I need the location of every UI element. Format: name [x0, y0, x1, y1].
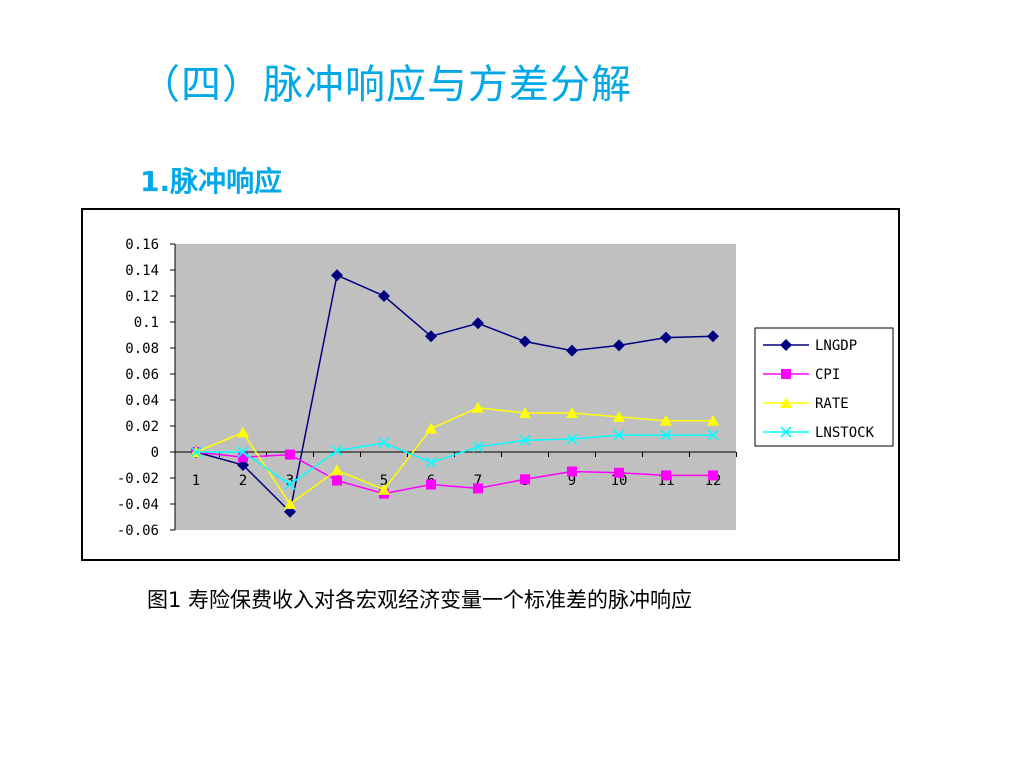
data-point-lngdp: [566, 344, 578, 357]
data-point-cpi: [661, 470, 671, 481]
y-tick-label: -0.04: [117, 497, 159, 513]
data-point-lnstock-stroke: [472, 441, 484, 453]
data-point-lnstock: [190, 446, 202, 458]
data-point-lnstock-stroke: [190, 446, 202, 458]
data-point-lngdp: [660, 331, 672, 344]
series-line-rate: [195, 407, 713, 506]
data-point-rate: [331, 464, 343, 476]
data-point-rate: [566, 407, 578, 418]
series-line-lnstock: [196, 434, 713, 486]
legend-label-rate: RATE: [815, 396, 849, 412]
data-point-cpi: [708, 470, 718, 481]
y-tick-label: -0.06: [117, 523, 159, 539]
data-point-lnstock-stroke: [519, 434, 531, 446]
legend-marker-lnstock-stroke: [780, 426, 792, 438]
data-point-lnstock-stroke: [378, 437, 390, 449]
data-point-rate: [613, 410, 625, 422]
x-tick-label: 3: [286, 473, 294, 489]
impulse-response-chart: 0.16 0.14 0.12 0.1 0.08 0.06 0.04 0.02 0 -0.02 -0.…: [117, 237, 894, 539]
data-point-lnstock-stroke: [707, 429, 719, 441]
data-point-cpi: [332, 475, 342, 486]
legend-marker-rate: [780, 397, 792, 408]
data-point-lngdp: [472, 317, 484, 330]
series-line-cpi: [195, 451, 713, 495]
y-tick-label: 0.14: [125, 263, 159, 279]
data-point-lnstock: [519, 434, 531, 446]
data-point-lngdp: [707, 330, 719, 343]
legend-marker-lngdp: [780, 339, 792, 351]
x-tick-label: 1: [192, 473, 200, 489]
y-tick-label: 0.06: [125, 367, 159, 383]
legend-label-cpi: CPI: [815, 367, 840, 383]
y-tick-label: -0.02: [117, 471, 159, 487]
data-point-lnstock: [425, 456, 437, 468]
data-point-lnstock: [284, 478, 296, 491]
legend-box: [754, 327, 894, 447]
x-tick-label: 5: [380, 473, 388, 489]
data-point-cpi: [614, 467, 624, 478]
data-point-cpi: [285, 449, 295, 460]
data-point-lnstock-stroke: [237, 446, 249, 458]
y-tick-label: 0.02: [125, 419, 159, 435]
data-point-rate: [707, 414, 719, 426]
data-point-lnstock-stroke: [284, 478, 296, 491]
chart-frame: 0.16 0.14 0.12 0.1 0.08 0.06 0.04 0.02 0 -0.02 -0.…: [81, 208, 900, 561]
data-point-rate: [660, 414, 672, 426]
data-point-cpi: [238, 452, 248, 463]
data-point-lnstock-stroke: [566, 433, 578, 445]
plot-area: [175, 244, 736, 530]
section-heading: 1.脉冲响应: [140, 165, 283, 198]
data-point-cpi: [473, 483, 483, 494]
y-tick-label: 0: [151, 445, 159, 461]
data-point-cpi: [426, 479, 436, 490]
data-point-rate: [378, 483, 390, 495]
data-point-rate: [237, 426, 249, 438]
x-tick-label: 9: [568, 473, 576, 489]
data-point-lnstock-stroke: [331, 445, 343, 457]
data-point-lnstock-stroke: [613, 429, 625, 441]
data-point-rate: [519, 407, 531, 418]
y-tick-label: 0.08: [125, 341, 159, 357]
data-point-lnstock-stroke: [660, 429, 672, 441]
y-tick-label: 0.16: [125, 237, 159, 253]
data-point-rate: [472, 401, 484, 413]
data-point-lngdp: [331, 269, 343, 282]
data-point-lnstock: [237, 446, 249, 458]
legend-label-lnstock: LNSTOCK: [815, 425, 875, 441]
figure-caption: 图1 寿险保费收入对各宏观经济变量一个标准差的脉冲响应: [147, 588, 693, 612]
data-point-lnstock: [472, 441, 484, 453]
data-point-rate: [284, 498, 296, 509]
data-point-lnstock: [660, 429, 672, 441]
data-point-lnstock-stroke: [425, 456, 437, 468]
data-point-lngdp: [378, 290, 390, 302]
y-tick-label: 0.04: [125, 393, 159, 409]
data-point-lngdp: [519, 335, 531, 348]
legend-marker-lnstock: [780, 426, 792, 438]
data-point-lngdp: [425, 330, 437, 343]
series-line-lngdp: [195, 274, 714, 514]
data-point-rate: [425, 422, 437, 434]
data-point-cpi: [567, 466, 577, 477]
data-point-cpi: [520, 474, 530, 485]
data-point-lnstock: [378, 437, 390, 449]
y-tick-label: 0.1: [134, 315, 159, 331]
data-point-lnstock: [613, 429, 625, 441]
legend-marker-cpi: [781, 369, 791, 379]
x-tick-label: 7: [474, 473, 482, 489]
data-point-lnstock: [566, 433, 578, 445]
legend-label-lngdp: LNGDP: [815, 338, 857, 354]
data-point-lnstock: [331, 445, 343, 457]
slide-title: （四）脉冲响应与方差分解: [140, 62, 632, 108]
data-point-lngdp: [613, 339, 625, 352]
y-tick-label: 0.12: [125, 289, 159, 305]
x-tick-label: 2: [239, 473, 247, 489]
data-point-lnstock: [707, 429, 719, 441]
